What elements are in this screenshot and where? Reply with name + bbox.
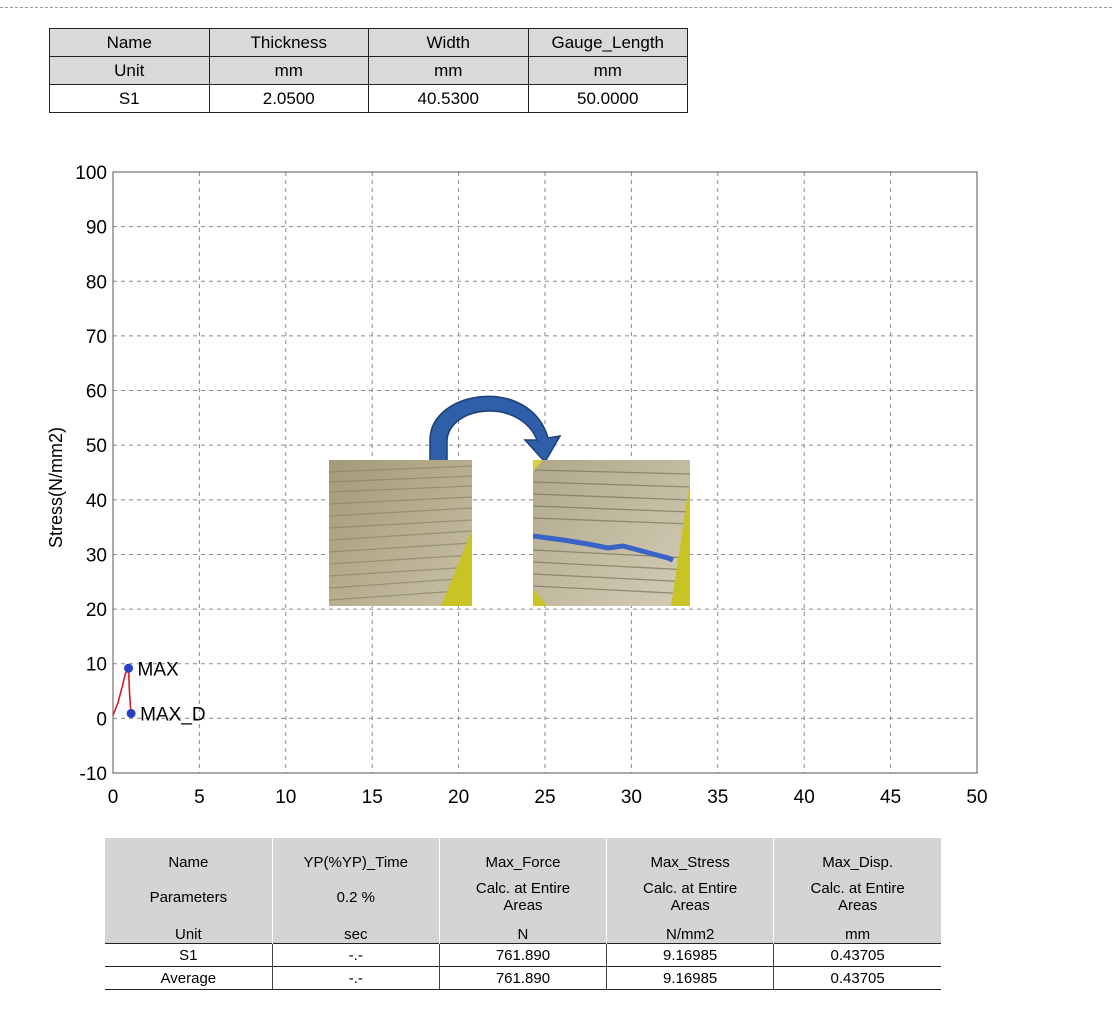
- res-unit-1: sec: [271, 921, 440, 944]
- x-tick-label: 15: [362, 787, 383, 808]
- x-tick-label: 50: [966, 787, 987, 808]
- y-tick-label: 70: [86, 327, 107, 348]
- specimen-before-photo: [329, 460, 472, 606]
- chart-series: [112, 665, 132, 716]
- series-line: [112, 665, 132, 716]
- results-parameters-row: Parameters 0.2 % Calc. at Entire Areas C…: [105, 873, 941, 921]
- y-tick-label: 100: [75, 163, 107, 184]
- y-tick-label: -10: [80, 764, 107, 785]
- x-tick-label: 10: [275, 787, 296, 808]
- res-name-1: YP(%YP)_Time: [271, 838, 440, 873]
- y-tick-labels: -10 0 10 20 30 40 50 60 70 80 90 100: [75, 163, 107, 785]
- x-tick-label: 5: [194, 787, 205, 808]
- y-tick-label: 60: [86, 382, 107, 403]
- res-unit-4: mm: [773, 921, 941, 944]
- specimen-data-row: S1 2.0500 40.5300 50.0000: [49, 84, 688, 113]
- results-unit-row: Unit sec N N/mm2 mm: [105, 921, 941, 944]
- marker-label: MAX_D: [140, 704, 205, 725]
- res-unit-0: Unit: [105, 921, 273, 944]
- res-param-4: Calc. at Entire Areas: [773, 873, 941, 921]
- unit-label: Unit: [49, 56, 210, 85]
- res-avg-stress: 9.16985: [606, 966, 774, 990]
- x-tick-label: 20: [448, 787, 469, 808]
- cell-name: S1: [49, 84, 210, 113]
- res-avg-name: Average: [105, 966, 273, 990]
- res-param-3-text: Calc. at Entire Areas: [643, 880, 738, 914]
- res-s1-stress: 9.16985: [606, 943, 774, 967]
- y-axis-label: Stress(N/mm2): [46, 427, 66, 548]
- cell-gauge-length: 50.0000: [527, 84, 688, 113]
- res-param-2-text: Calc. at Entire Areas: [475, 880, 571, 914]
- header-gauge-length: Gauge_Length: [527, 28, 688, 57]
- res-s1-force: 761.890: [438, 943, 607, 967]
- marker-point: [126, 708, 136, 718]
- res-s1-disp: 0.43705: [773, 943, 941, 967]
- res-s1-yp: -.-: [271, 943, 440, 967]
- unit-thickness: mm: [208, 56, 369, 85]
- x-tick-label: 0: [108, 787, 119, 808]
- res-name-0: Name: [105, 838, 273, 873]
- unit-gauge-length: mm: [527, 56, 688, 85]
- res-s1-name: S1: [105, 943, 273, 967]
- unit-width: mm: [368, 56, 529, 85]
- res-param-2: Calc. at Entire Areas: [438, 873, 607, 921]
- res-unit-3: N/mm2: [606, 921, 774, 944]
- y-tick-label: 40: [86, 491, 107, 512]
- x-tick-label: 40: [794, 787, 815, 808]
- x-tick-labels: 0 5 10 15 20 25 30 35 40 45 50: [108, 787, 988, 808]
- res-name-2: Max_Force: [438, 838, 607, 873]
- y-tick-label: 20: [86, 600, 107, 621]
- page-top-divider: [0, 7, 1112, 8]
- y-tick-label: 80: [86, 272, 107, 293]
- marker-point: [124, 663, 134, 673]
- table-row: Average -.- 761.890 9.16985 0.43705: [105, 966, 941, 990]
- marker-label: MAX: [138, 659, 180, 680]
- specimen-after-photo: [533, 460, 690, 606]
- y-tick-label: 0: [96, 709, 107, 730]
- x-tick-label: 25: [534, 787, 555, 808]
- header-width: Width: [368, 28, 529, 57]
- res-param-4-text: Calc. at Entire Areas: [810, 880, 905, 914]
- res-param-1: 0.2 %: [271, 873, 440, 921]
- res-unit-2: N: [438, 921, 607, 944]
- table-row: S1 -.- 761.890 9.16985 0.43705: [105, 943, 941, 967]
- specimen-table: Name Thickness Width Gauge_Length Unit m…: [49, 28, 688, 113]
- specimen-header-row: Name Thickness Width Gauge_Length: [49, 28, 688, 57]
- cell-thickness: 2.0500: [208, 84, 369, 113]
- y-tick-label: 30: [86, 545, 107, 566]
- res-name-4: Max_Disp.: [773, 838, 941, 873]
- stress-chart: 0 5 10 15 20 25 30 35 40 45 50 -100102030405060708…: [46, 163, 988, 808]
- curved-arrow-icon: [429, 395, 562, 464]
- results-table: Name YP(%YP)_Time Max_Force Max_Stress M…: [105, 838, 941, 990]
- x-tick-label: 35: [707, 787, 728, 808]
- res-param-0: Parameters: [105, 873, 273, 921]
- chart-markers: MAX MAX_D: [124, 659, 206, 725]
- res-avg-force: 761.890: [438, 966, 607, 990]
- plot-frame: [112, 171, 978, 774]
- header-thickness: Thickness: [208, 28, 369, 57]
- res-name-3: Max_Stress: [606, 838, 774, 873]
- x-tick-label: 45: [880, 787, 901, 808]
- results-name-row: Name YP(%YP)_Time Max_Force Max_Stress M…: [105, 838, 941, 873]
- y-tick-label: 90: [86, 218, 107, 239]
- res-avg-disp: 0.43705: [773, 966, 941, 990]
- res-param-3: Calc. at Entire Areas: [606, 873, 774, 921]
- y-tick-label: 50: [86, 436, 107, 457]
- header-name: Name: [49, 28, 210, 57]
- cell-width: 40.5300: [368, 84, 529, 113]
- specimen-unit-row: Unit mm mm mm: [49, 56, 688, 85]
- res-avg-yp: -.-: [271, 966, 440, 990]
- x-tick-label: 30: [621, 787, 642, 808]
- y-tick-label: 10: [86, 655, 107, 676]
